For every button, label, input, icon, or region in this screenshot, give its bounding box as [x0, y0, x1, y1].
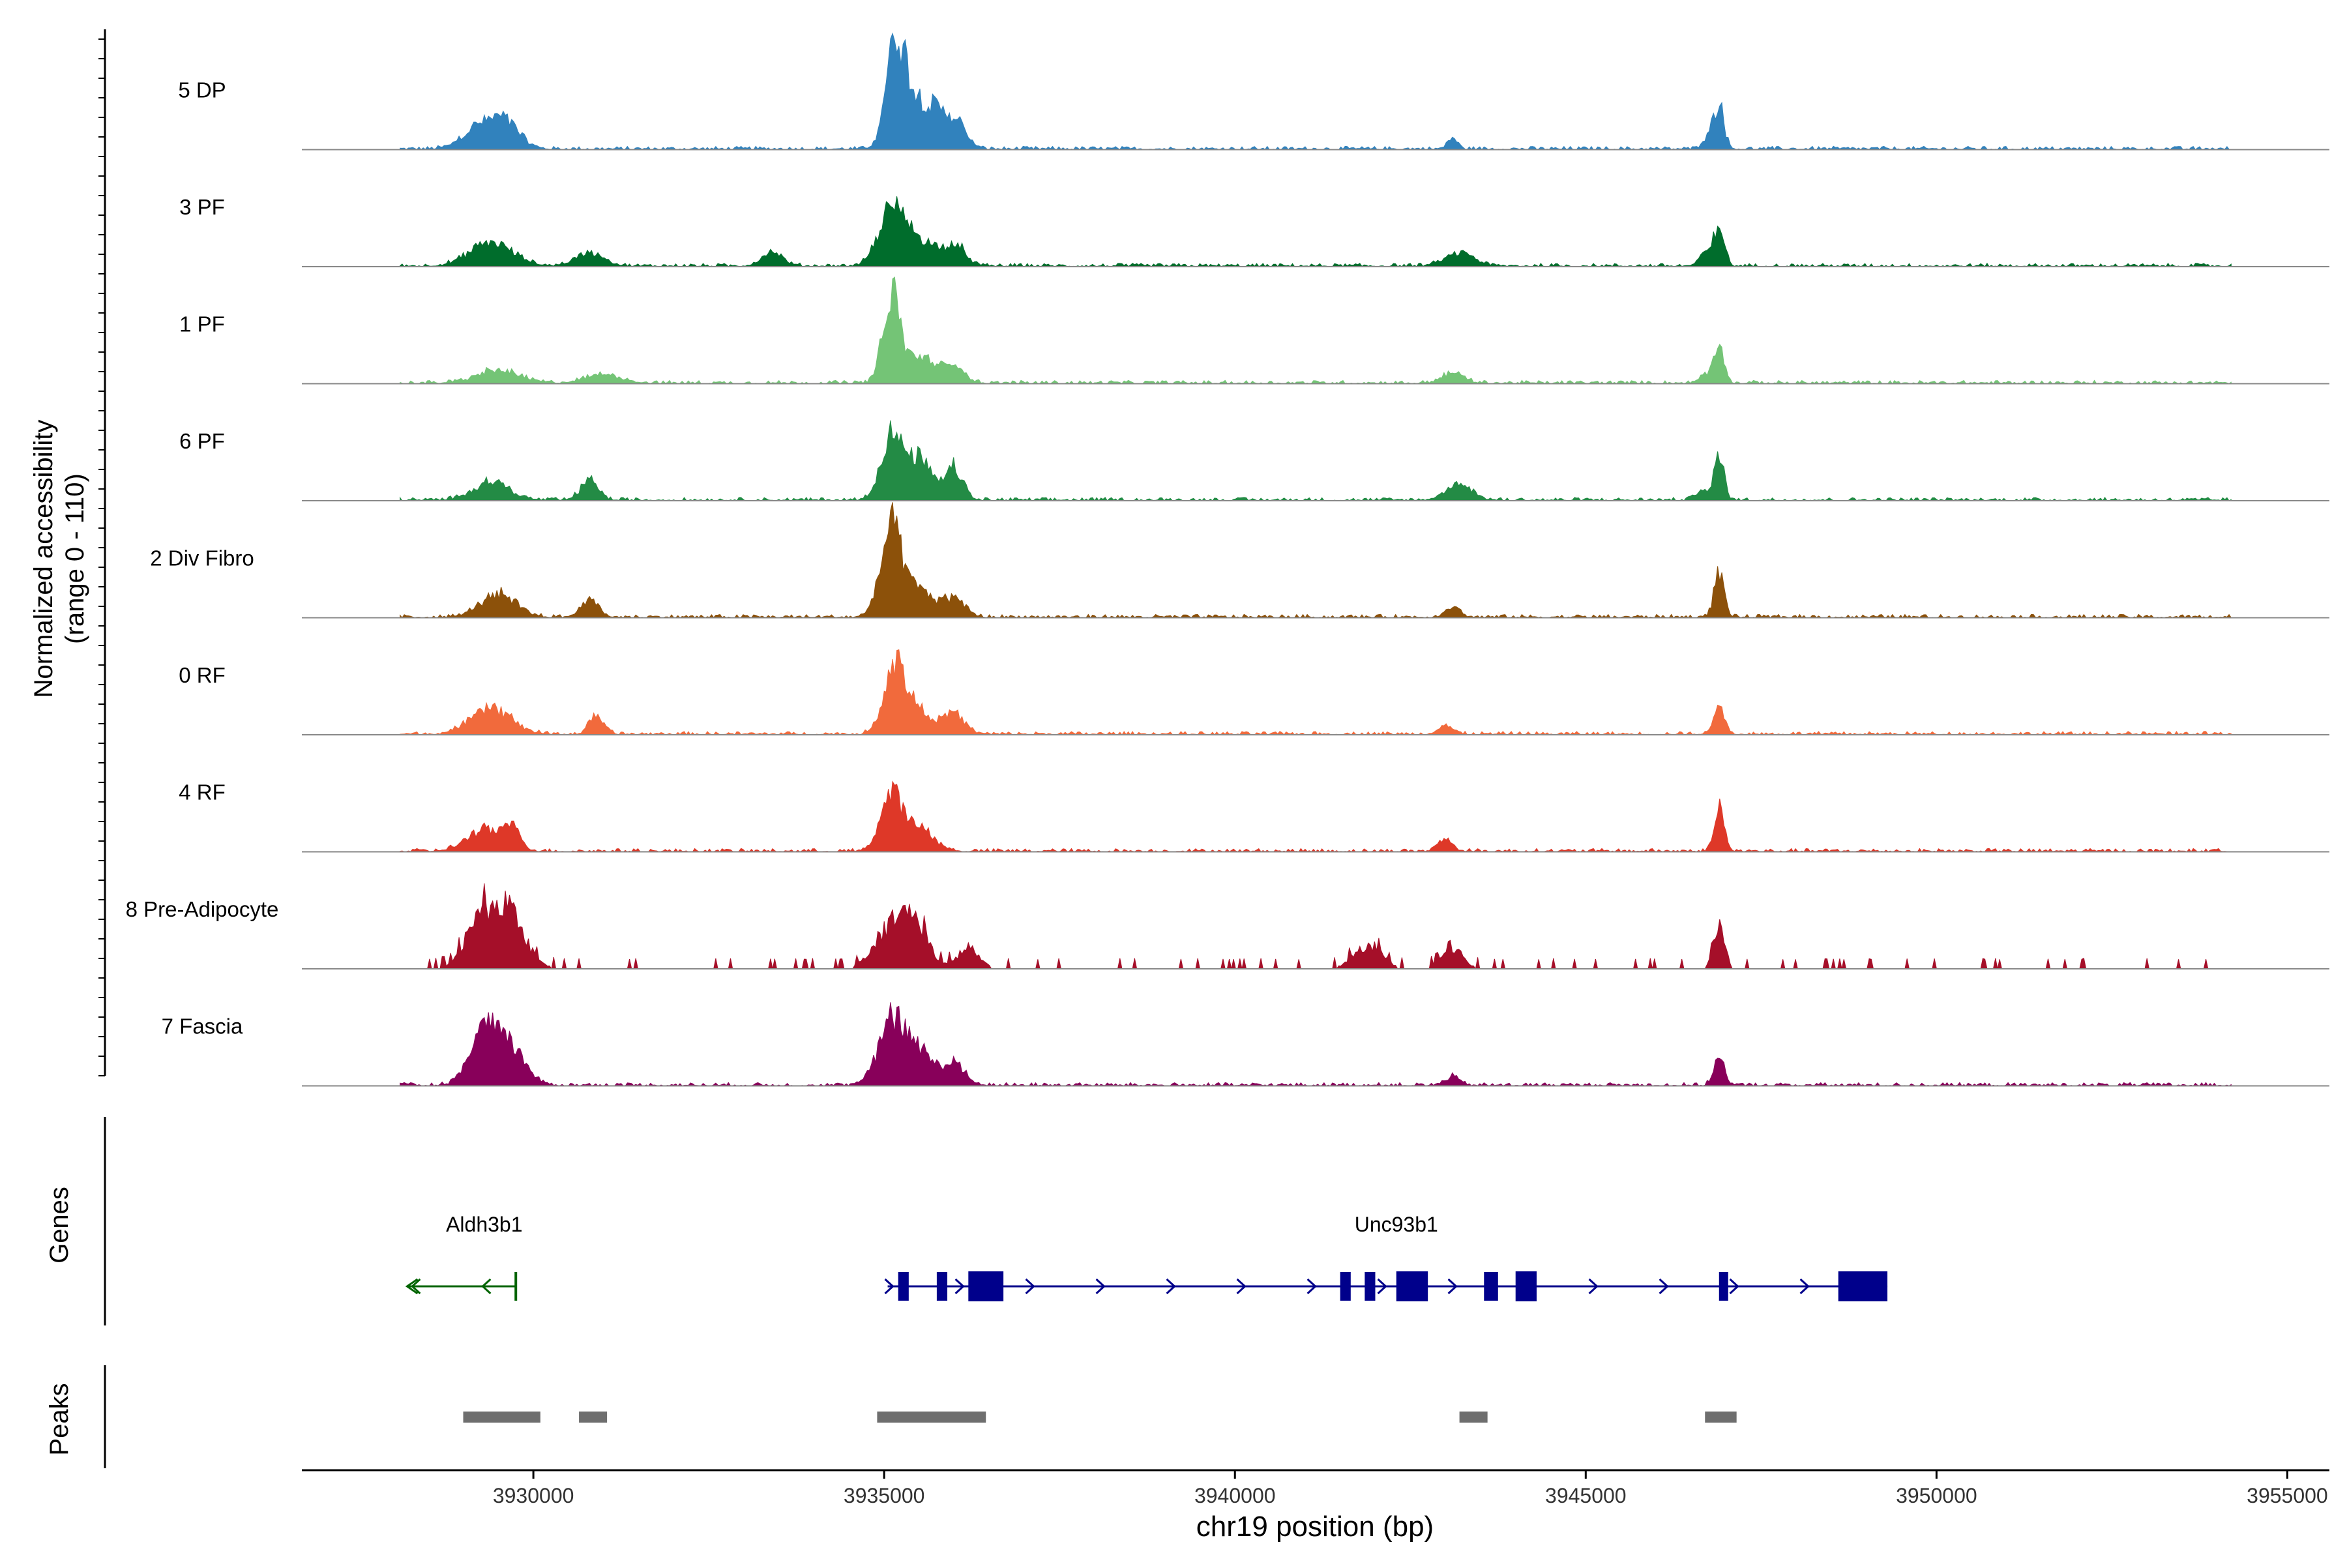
strand-arrow — [1306, 1278, 1317, 1295]
strand-arrow — [884, 1278, 894, 1295]
peak-region — [1705, 1412, 1737, 1423]
coverage-track: 8 Pre-Adipocyte — [126, 883, 2329, 970]
exon — [1719, 1272, 1728, 1301]
coverage-area — [400, 420, 2232, 501]
peak-region — [579, 1412, 608, 1423]
x-tick-label: 3955000 — [2247, 1484, 2328, 1507]
gene-model: Unc93b1 — [884, 1213, 1888, 1301]
strand-arrow — [1659, 1278, 1669, 1295]
coverage-track: 4 RF — [179, 780, 2329, 853]
coverage-area — [400, 883, 2232, 970]
x-tick-label: 3930000 — [493, 1484, 574, 1507]
peak-region — [877, 1412, 986, 1423]
strand-arrow — [1799, 1278, 1810, 1295]
x-tick-label: 3950000 — [1896, 1484, 1977, 1507]
exon — [1484, 1272, 1498, 1301]
coverage-track: 1 PF — [179, 276, 2329, 385]
peaks-panel-title: Peaks — [45, 1383, 74, 1455]
track-label: 7 Fascia — [162, 1014, 243, 1039]
track-label: 3 PF — [179, 195, 225, 219]
track-label: 1 PF — [179, 312, 225, 336]
peak-region — [463, 1412, 540, 1423]
gene-label: Aldh3b1 — [446, 1213, 522, 1236]
track-label: 6 PF — [179, 429, 225, 453]
track-label: 5 DP — [178, 78, 226, 102]
strand-arrow — [1095, 1278, 1106, 1295]
coverage-area — [400, 276, 2232, 385]
y-axis-title-line2: (range 0 - 110) — [61, 473, 89, 644]
y-axis-title-line1: Normalized accessibility — [29, 420, 58, 698]
coverage-area — [400, 1002, 2232, 1087]
gene-annotation-track: Aldh3b1 Unc93b1 — [405, 1213, 1888, 1301]
exon — [1365, 1272, 1376, 1301]
coverage-y-ticks — [98, 38, 105, 1076]
x-tick-label: 3945000 — [1545, 1484, 1627, 1507]
x-tick-label: 3940000 — [1194, 1484, 1276, 1507]
gene-model: Aldh3b1 — [405, 1213, 523, 1301]
exon — [1340, 1272, 1351, 1301]
peak-region-track — [463, 1412, 1737, 1423]
coverage-area — [400, 649, 2232, 735]
strand-arrow — [481, 1278, 492, 1295]
coverage-tracks: 5 DP 3 PF 1 PF 6 PF 2 Div Fibro 0 RF 4 RF 8 Pre… — [126, 32, 2329, 1087]
exon — [1396, 1271, 1428, 1301]
coverage-track: 2 Div Fibro — [150, 502, 2329, 619]
strand-arrow — [1447, 1278, 1458, 1295]
strand-arrow — [1236, 1278, 1247, 1295]
coverage-track: 5 DP — [178, 32, 2329, 151]
exon — [1838, 1271, 1888, 1301]
exon — [898, 1272, 909, 1301]
strand-arrow — [954, 1278, 965, 1295]
strand-arrow — [1025, 1278, 1035, 1295]
coverage-area — [400, 780, 2232, 853]
x-axis-ticks: 3930000 3935000 3940000 3945000 3950000 39550… — [493, 1470, 2328, 1507]
strand-arrow — [1729, 1278, 1739, 1295]
coverage-track: 7 Fascia — [162, 1002, 2329, 1087]
track-label: 8 Pre-Adipocyte — [126, 897, 279, 921]
track-label: 0 RF — [179, 663, 226, 687]
x-tick-label: 3935000 — [844, 1484, 925, 1507]
exon — [1515, 1271, 1537, 1301]
exon — [936, 1272, 948, 1301]
track-label: 2 Div Fibro — [150, 546, 254, 570]
y-axis-title: Normalized accessibility (range 0 - 110) — [29, 420, 89, 698]
exon — [968, 1271, 1004, 1301]
track-label: 4 RF — [179, 780, 226, 805]
peak-region — [1459, 1412, 1488, 1423]
strand-arrow — [1377, 1278, 1387, 1295]
genes-panel-title: Genes — [45, 1187, 74, 1264]
coverage-track: 6 PF — [179, 420, 2329, 501]
strand-arrow — [405, 1278, 419, 1295]
coverage-track: 0 RF — [179, 649, 2329, 735]
gene-label: Unc93b1 — [1355, 1213, 1438, 1236]
strand-arrow — [1166, 1278, 1176, 1295]
x-axis-title: chr19 position (bp) — [1196, 1511, 1434, 1543]
coverage-area — [400, 32, 2232, 151]
strand-arrow — [1588, 1278, 1599, 1295]
coverage-area — [400, 196, 2232, 267]
coverage-area — [400, 502, 2232, 619]
coverage-track: 3 PF — [179, 195, 2329, 267]
strand-arrow — [411, 1278, 421, 1295]
